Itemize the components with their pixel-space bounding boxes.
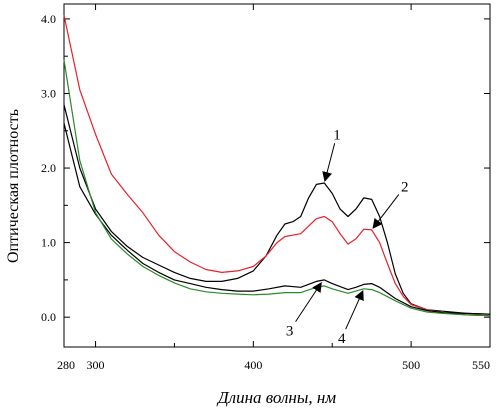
x-tick-label: 280	[57, 358, 75, 372]
y-tick-label: 0.0	[41, 310, 56, 324]
series-line-1	[63, 104, 491, 315]
x-tick-label: 500	[402, 358, 420, 372]
y-tick-label: 1.0	[41, 236, 56, 250]
annotation-arrow	[322, 143, 336, 182]
y-tick-label: 3.0	[41, 86, 56, 100]
x-axis-title: Длина волны, нм	[216, 388, 336, 407]
annotation-arrow	[295, 281, 322, 322]
plot-frame	[63, 3, 491, 348]
axis-ticks: 280 300 400 500 550 0.0 1.0 2.0 3.0 4.0	[41, 4, 491, 372]
y-tick-label: 4.0	[41, 12, 56, 26]
y-tick-label: 2.0	[41, 161, 56, 175]
annotation-label: 2	[401, 180, 409, 196]
annotation-label: 1	[333, 127, 341, 143]
annotation-arrow	[372, 194, 400, 229]
curve-annotations: 1 2 3 4	[286, 127, 409, 347]
series-line-2	[63, 15, 491, 317]
x-tick-label: 550	[472, 358, 490, 372]
series-lines	[63, 15, 491, 317]
x-tick-label: 400	[244, 358, 262, 372]
annotation-label: 4	[338, 331, 346, 347]
x-tick-label: 300	[87, 358, 105, 372]
annotation-arrow	[345, 289, 364, 330]
annotation-label: 3	[286, 324, 294, 340]
series-line-3	[63, 123, 491, 315]
y-axis-title: Оптическая плотность	[5, 109, 22, 263]
series-line-4	[63, 59, 491, 317]
